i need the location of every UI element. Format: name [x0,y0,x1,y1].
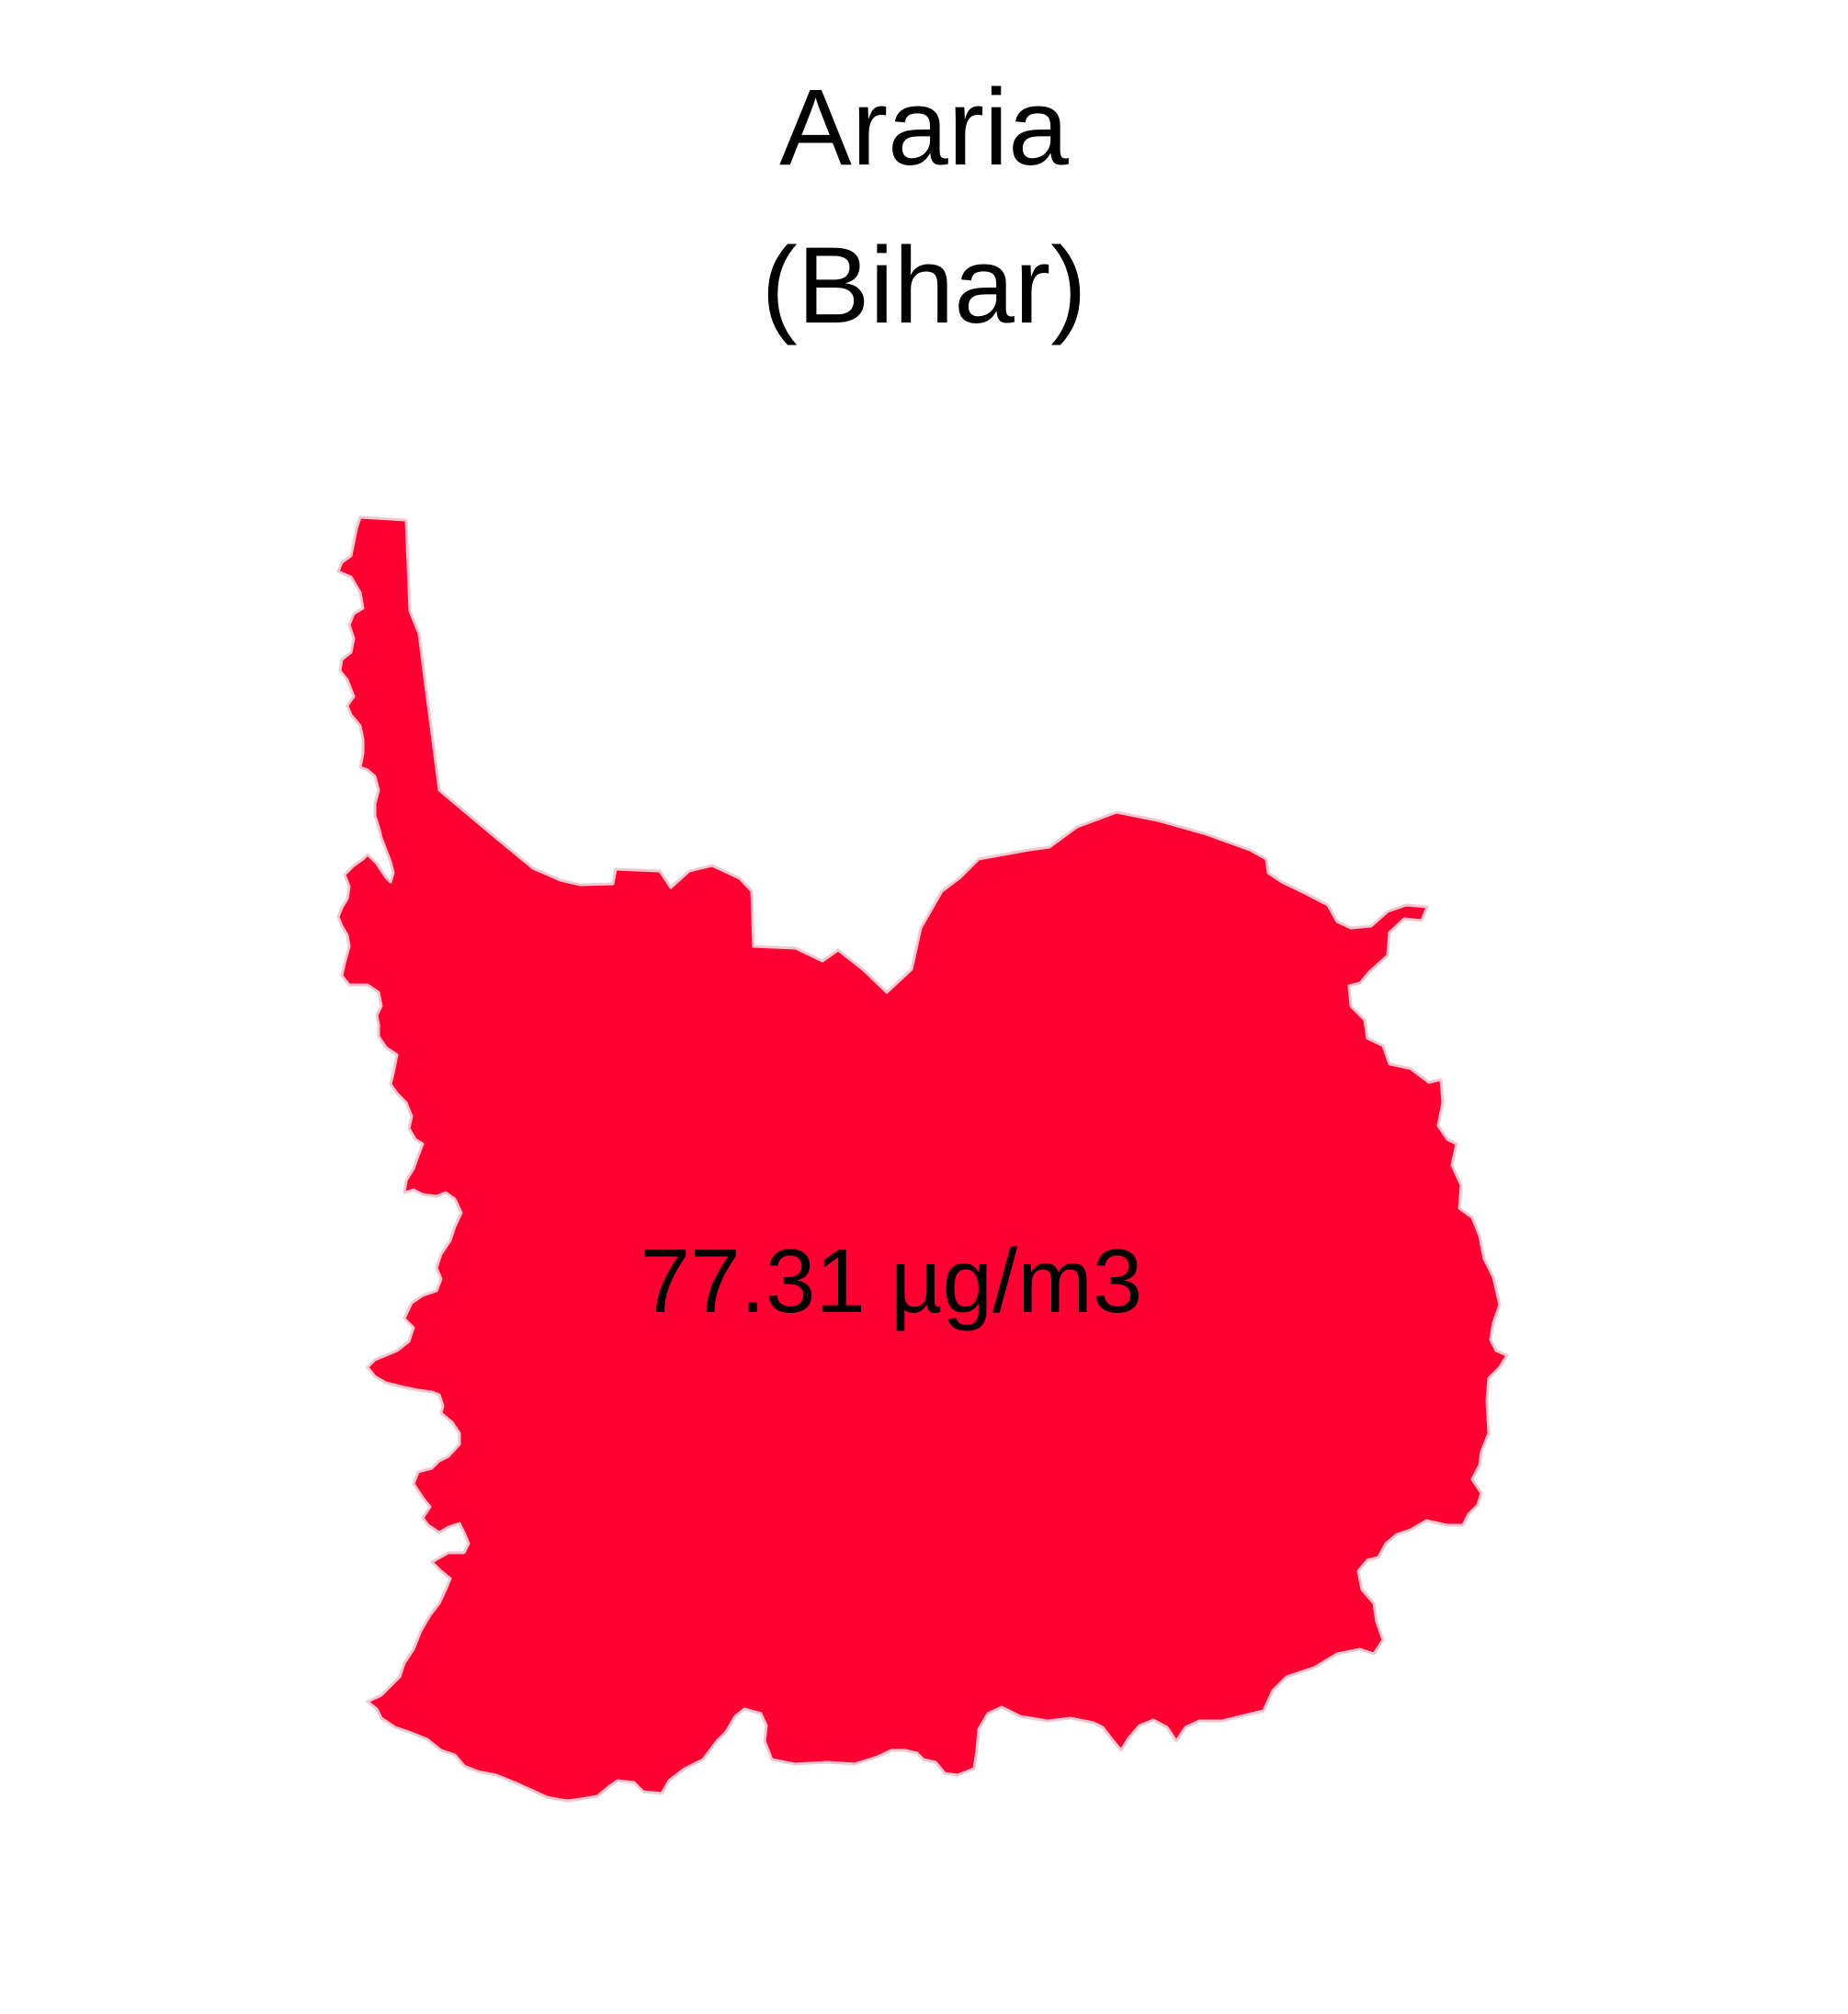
map-title: Araria (Bihar) [0,55,1848,340]
district-boundary-shape [336,515,1509,1803]
district-name: Araria [779,67,1069,188]
pm25-value-label: 77.31 µg/m3 [640,1230,1143,1331]
state-label: (Bihar) [761,225,1087,346]
